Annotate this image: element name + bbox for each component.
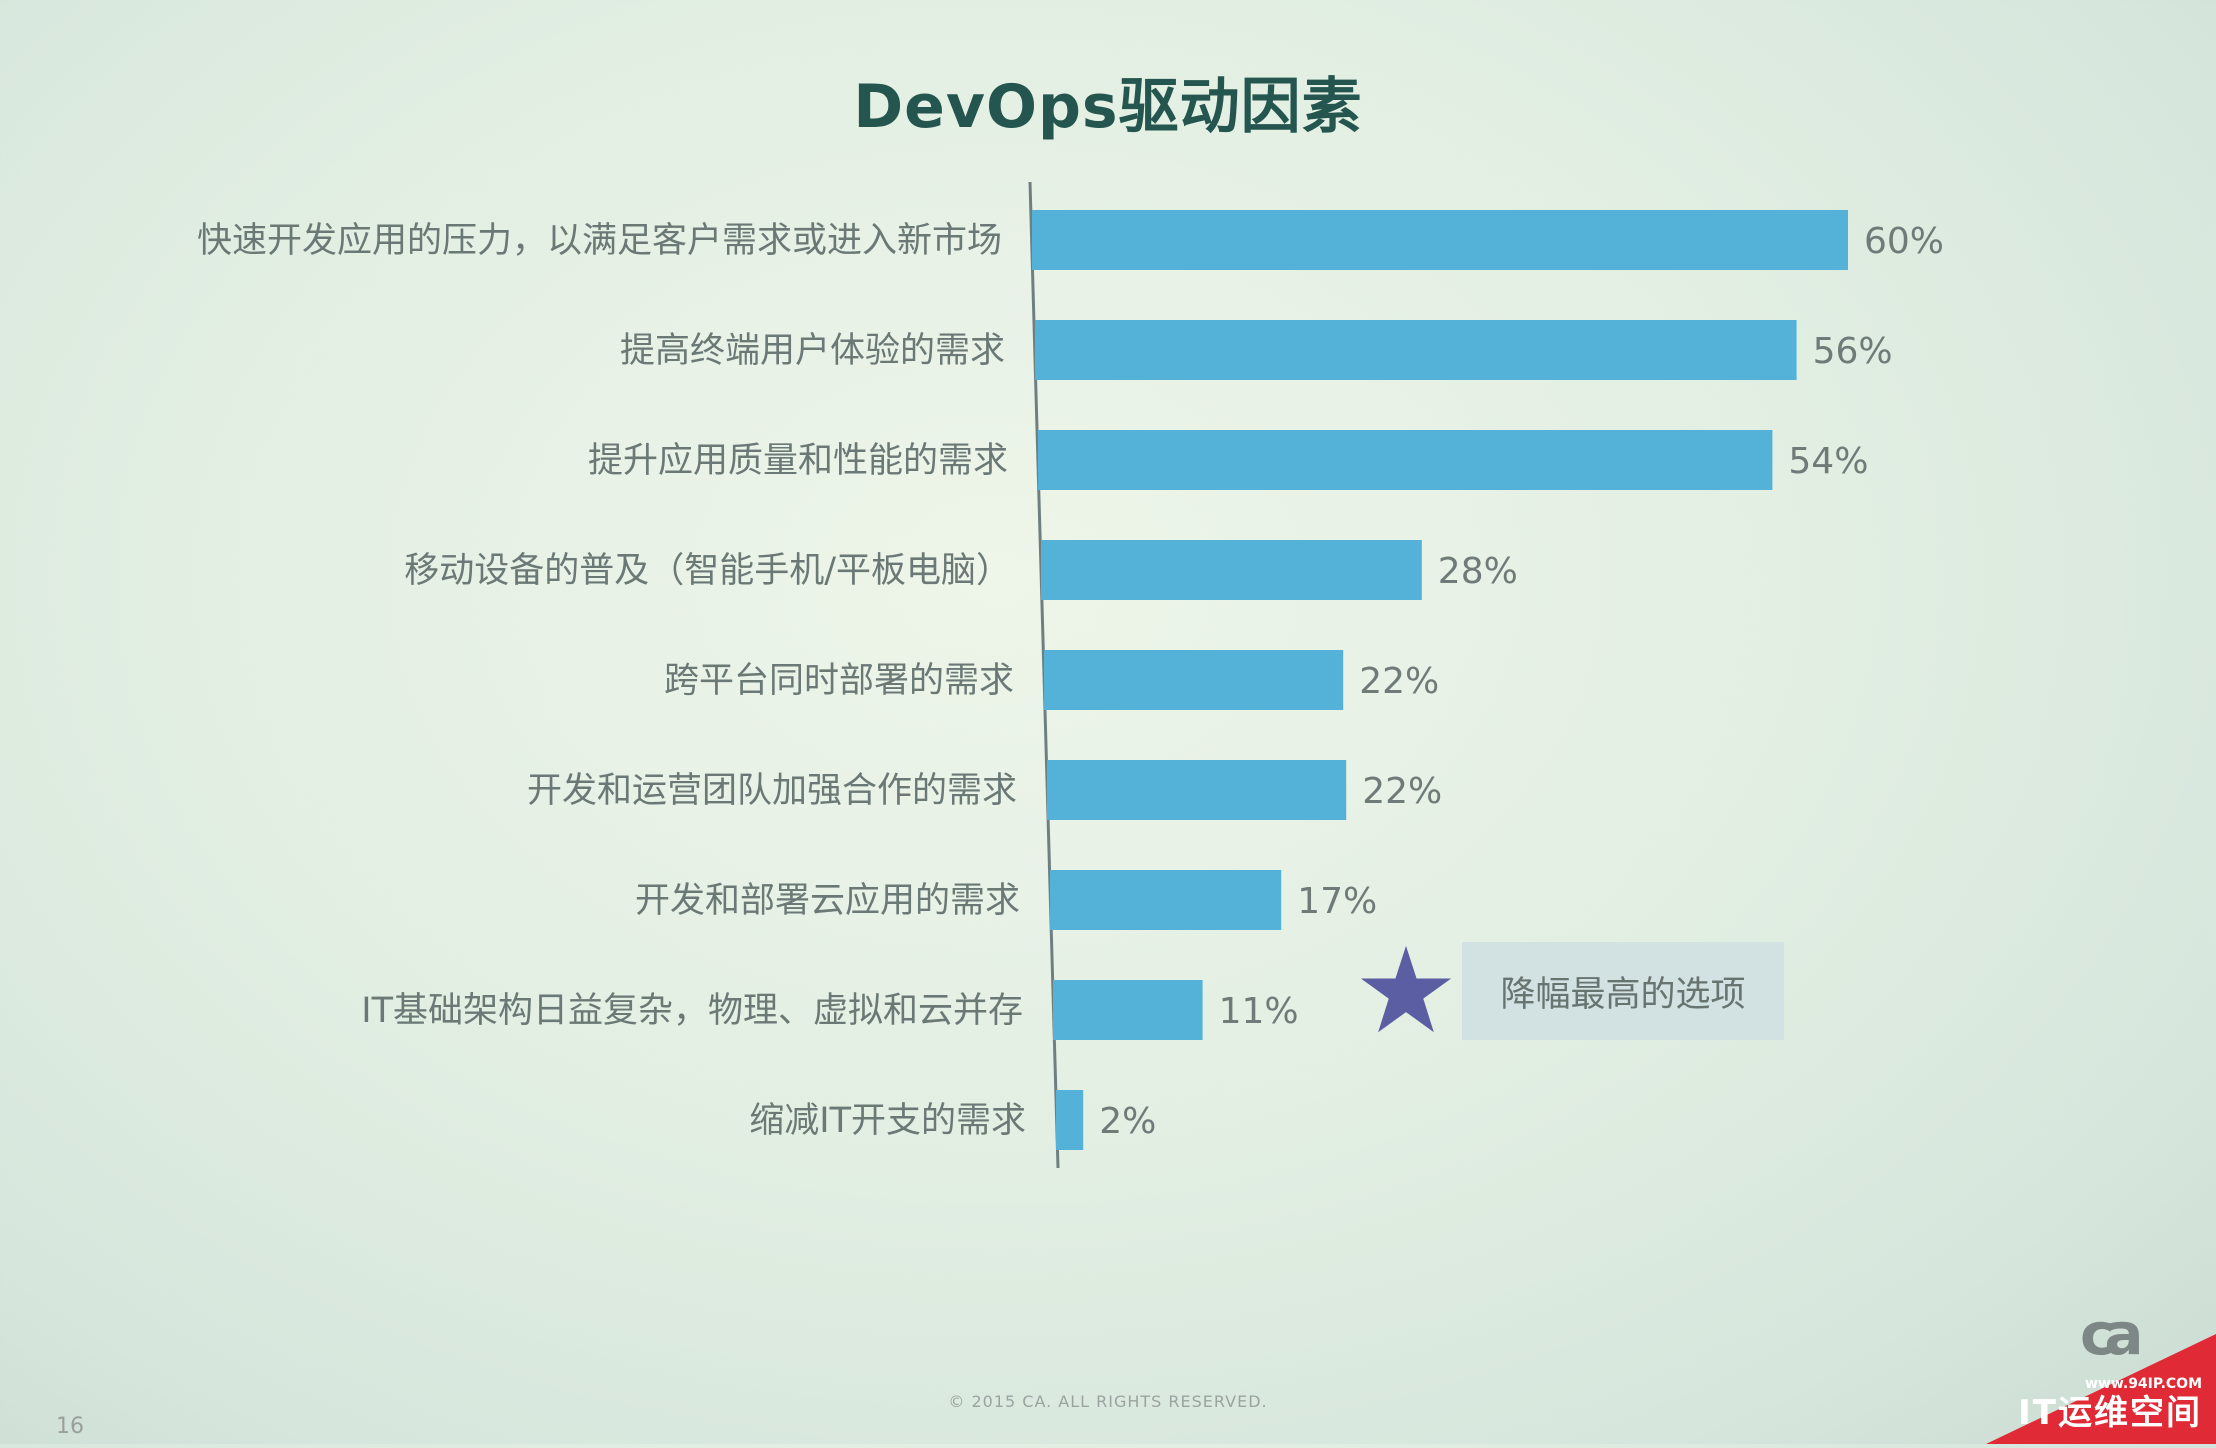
value-label-5: 22% <box>1362 771 1442 812</box>
value-label-1: 56% <box>1813 331 1893 372</box>
bar-8 <box>1056 1090 1084 1150</box>
bar-0 <box>1032 210 1848 270</box>
category-label-1: 提高终端用户体验的需求 <box>620 331 1005 371</box>
value-label-3: 28% <box>1438 551 1518 592</box>
watermark: www.94IP.COM IT运维空间 <box>1986 1334 2216 1444</box>
category-label-2: 提升应用质量和性能的需求 <box>588 441 1008 481</box>
category-label-5: 开发和运营团队加强合作的需求 <box>527 771 1017 811</box>
watermark-url: www.94IP.COM <box>2084 1376 2202 1392</box>
value-label-6: 17% <box>1297 881 1377 922</box>
value-label-4: 22% <box>1359 661 1439 702</box>
category-label-7: IT基础架构日益复杂，物理、虚拟和云并存 <box>361 991 1023 1031</box>
category-label-3: 移动设备的普及（智能手机/平板电脑） <box>404 551 1011 591</box>
copyright-text: © 2015 CA. ALL RIGHTS RESERVED. <box>948 1392 1268 1411</box>
value-label-0: 60% <box>1864 221 1944 262</box>
bar-5 <box>1047 760 1347 820</box>
bar-3 <box>1041 540 1422 600</box>
category-label-4: 跨平台同时部署的需求 <box>664 661 1014 701</box>
value-label-2: 54% <box>1788 441 1868 482</box>
value-label-8: 2% <box>1099 1101 1156 1142</box>
bar-6 <box>1050 870 1282 930</box>
annotation-callout: 降幅最高的选项 <box>1462 942 1784 1040</box>
bar-7 <box>1053 980 1203 1040</box>
bar-4 <box>1044 650 1344 710</box>
category-label-6: 开发和部署云应用的需求 <box>635 881 1020 921</box>
chart-title: DevOps驱动因素 <box>853 72 1363 142</box>
bar-2 <box>1038 430 1773 490</box>
bar-1 <box>1035 320 1797 380</box>
watermark-brand: IT运维空间 <box>2018 1393 2202 1433</box>
value-label-7: 11% <box>1219 991 1299 1032</box>
page-number: 16 <box>56 1414 84 1439</box>
ca-logo: ca <box>2080 1300 2144 1368</box>
category-label-0: 快速开发应用的压力，以满足客户需求或进入新市场 <box>197 221 1002 261</box>
annotation-text: 降幅最高的选项 <box>1500 974 1746 1015</box>
category-label-8: 缩减IT开支的需求 <box>749 1101 1026 1141</box>
star-icon <box>1358 942 1454 1038</box>
